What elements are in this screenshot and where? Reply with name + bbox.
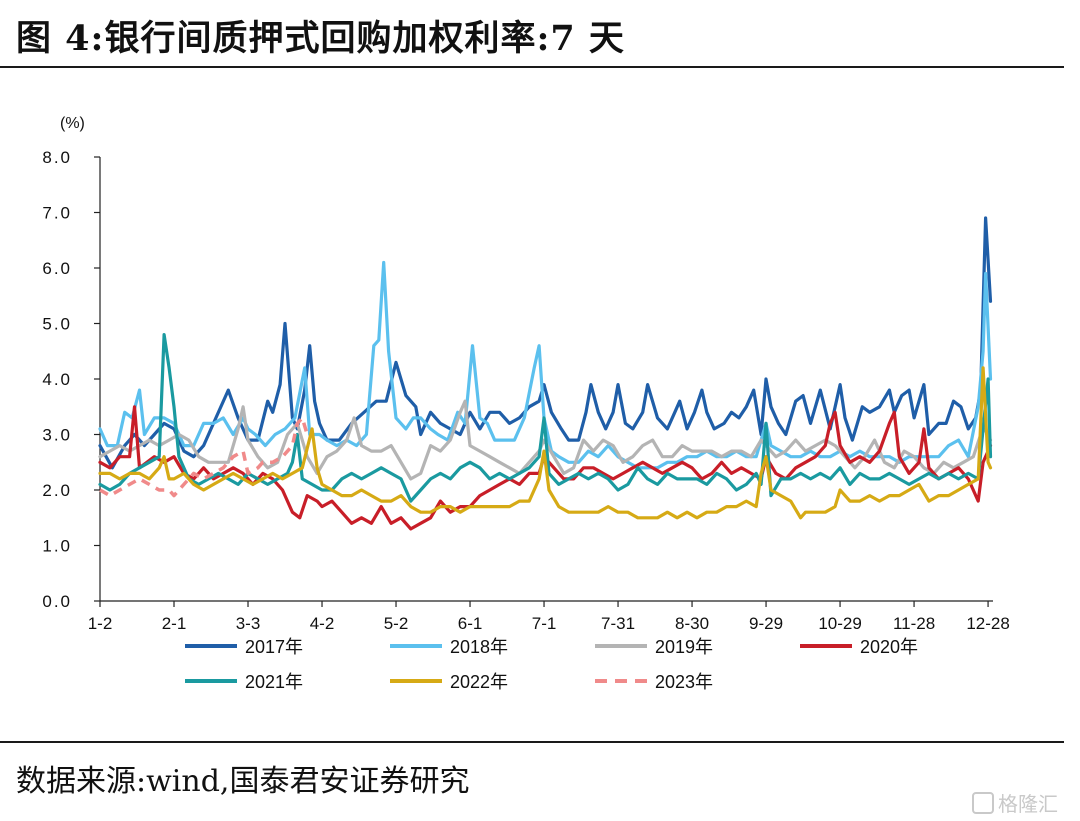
y-tick-label: 5.0 <box>42 315 72 334</box>
x-axis: 1-2 2-1 3-3 4-2 5-2 6-1 7-1 7-31 8-30 9-29 10-29 11… <box>88 600 1010 633</box>
x-tick-label: 5-2 <box>384 614 409 633</box>
series-line-2021 <box>98 333 993 503</box>
watermark-text: 格隆汇 <box>998 792 1058 816</box>
x-tick-label: 3-3 <box>236 614 261 633</box>
x-tick-label: 9-29 <box>749 614 783 633</box>
legend-label: 2019年 <box>655 637 713 657</box>
watermark: 格隆汇 <box>972 788 1058 817</box>
y-tick-label: 0.0 <box>42 592 72 611</box>
y-tick-label: 6.0 <box>42 259 72 278</box>
y-tick-label: 2.0 <box>42 481 72 500</box>
legend-label: 2018年 <box>450 637 508 657</box>
legend-label: 2022年 <box>450 672 508 692</box>
x-tick-label: 1-2 <box>88 614 113 633</box>
y-tick-label: 1.0 <box>42 537 72 556</box>
legend-label: 2020年 <box>860 637 918 657</box>
y-tick-label: 8.0 <box>42 148 72 167</box>
y-tick-label: 7.0 <box>42 204 72 223</box>
x-tick-label: 4-2 <box>310 614 335 633</box>
x-tick-label: 7-1 <box>532 614 557 633</box>
y-axis: 0.0 1.0 2.0 3.0 4.0 5.0 6.0 7.0 8.0 <box>42 148 101 611</box>
x-tick-label: 6-1 <box>458 614 483 633</box>
x-tick-label: 10-29 <box>818 614 861 633</box>
legend-label: 2017年 <box>245 637 303 657</box>
x-tick-label: 7-31 <box>601 614 635 633</box>
x-tick-label: 8-30 <box>675 614 709 633</box>
source-note: 数据来源:wind,国泰君安证券研究 <box>16 764 470 799</box>
series-line-2017 <box>98 216 993 470</box>
legend-label: 2023年 <box>655 672 713 692</box>
x-tick-label: 12-28 <box>966 614 1009 633</box>
line-chart: (%) 0.0 1.0 2.0 3.0 4.0 5.0 6.0 7.0 8.0 1-2 2-1 3-… <box>42 115 1010 692</box>
x-tick-label: 2-1 <box>162 614 187 633</box>
x-tick-label: 11-28 <box>893 614 935 633</box>
legend: 2017年 2018年 2019年 2020年 2021年 2022年 2023年 <box>185 637 918 692</box>
figure-title: 图 4:银行间质押式回购加权利率:7 天 <box>16 18 625 59</box>
watermark-logo-icon <box>972 792 994 814</box>
plot-lines <box>98 216 993 531</box>
series-line-2022 <box>98 366 993 520</box>
top-divider <box>0 66 1064 68</box>
legend-label: 2021年 <box>245 672 303 692</box>
y-tick-label: 3.0 <box>42 426 72 445</box>
y-tick-label: 4.0 <box>42 370 72 389</box>
y-unit-label: (%) <box>60 115 85 132</box>
bottom-divider <box>0 741 1064 743</box>
